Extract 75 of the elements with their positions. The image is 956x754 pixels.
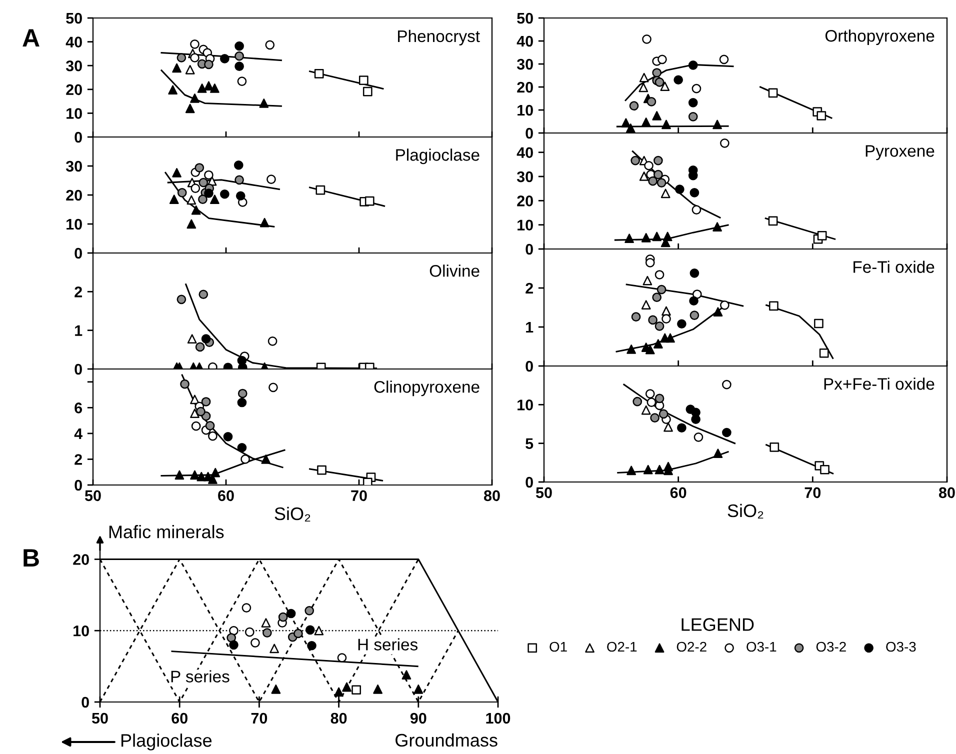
x-tick-label: 90 bbox=[410, 712, 426, 724]
x-tick-label: 70 bbox=[804, 487, 821, 498]
x-tick-label: 80 bbox=[330, 712, 347, 724]
x-tick-label: 60 bbox=[218, 490, 234, 502]
legend-label: O3-1 bbox=[746, 642, 776, 652]
y-tick-label: 20 bbox=[517, 196, 533, 206]
y-tick-label: 2 bbox=[74, 286, 82, 298]
y-tick-label: 10 bbox=[518, 104, 533, 116]
y-tick-label: 50 bbox=[66, 12, 82, 24]
y-tick-label: 0 bbox=[74, 480, 82, 491]
annotation: H series bbox=[358, 638, 418, 650]
text: A bbox=[22, 29, 40, 46]
y-tick-label: 0 bbox=[526, 476, 533, 488]
y-tick-label: 10 bbox=[66, 218, 82, 230]
y-tick-label: 0 bbox=[526, 360, 533, 372]
y-tick-label: 0 bbox=[526, 128, 533, 139]
y-tick-label: 30 bbox=[516, 171, 533, 182]
y-tick-label: 30 bbox=[66, 160, 82, 172]
y-tick-label: 2 bbox=[526, 282, 533, 294]
y-tick-label: 0 bbox=[82, 696, 89, 708]
y-tick-label: 40 bbox=[516, 36, 533, 47]
y-tick-label: 10 bbox=[518, 400, 533, 410]
y-tick-label: 6 bbox=[74, 402, 82, 414]
x-tick-label: 60 bbox=[172, 712, 188, 724]
y-tick-label: 20 bbox=[517, 82, 533, 93]
x-tick-label: 70 bbox=[351, 490, 367, 502]
x-tick-label: 50 bbox=[536, 487, 552, 498]
y-tick-label: 40 bbox=[516, 147, 533, 158]
text: Olivine bbox=[430, 264, 480, 277]
text: Px+Fe-Ti oxide bbox=[824, 378, 934, 390]
text: Plagioclase bbox=[396, 148, 480, 164]
y-tick-label: 30 bbox=[516, 58, 533, 70]
x-axis-title: Groundmass bbox=[396, 733, 498, 747]
y-tick-label: 0 bbox=[526, 244, 533, 255]
text: B bbox=[24, 549, 39, 566]
x-axis-title: SiO₂ bbox=[728, 504, 764, 519]
y-tick-label: 50 bbox=[517, 12, 533, 24]
y-tick-label: 1 bbox=[75, 325, 82, 336]
x-tick-label: 80 bbox=[938, 487, 955, 498]
y-tick-label: 20 bbox=[66, 190, 82, 201]
x-tick-label: 70 bbox=[251, 712, 268, 724]
legend-label: O1 bbox=[550, 642, 567, 652]
text: Clinopyroxene bbox=[374, 380, 480, 396]
y-tick-label: 30 bbox=[66, 60, 82, 72]
x-tick-label: 60 bbox=[670, 487, 686, 498]
y-tick-label: 0 bbox=[74, 132, 82, 143]
y-tick-label: 10 bbox=[518, 220, 533, 231]
legend-label: O2-1 bbox=[607, 642, 637, 652]
y-tick-label: 10 bbox=[66, 108, 82, 119]
x-tick-label: 100 bbox=[486, 712, 510, 724]
y-tick-label: 5 bbox=[526, 438, 534, 450]
legend-label: O3-3 bbox=[886, 642, 916, 652]
text: Plagioclase bbox=[121, 734, 212, 750]
y-axis-title: Mafic minerals bbox=[109, 525, 224, 538]
text: Orthopyroxene bbox=[825, 30, 934, 46]
y-tick-label: 20 bbox=[73, 554, 89, 565]
legend-label: O2-2 bbox=[676, 642, 706, 652]
legend-label: O3-2 bbox=[816, 642, 846, 652]
x-axis-title: SiO₂ bbox=[274, 506, 310, 522]
y-tick-label: 2 bbox=[74, 454, 82, 465]
x-tick-label: 50 bbox=[92, 712, 108, 724]
text: Fe-Ti oxide bbox=[854, 260, 934, 273]
y-tick-label: 0 bbox=[74, 364, 82, 375]
y-tick-label: 0 bbox=[74, 248, 82, 259]
annotation: P series bbox=[171, 670, 230, 682]
y-tick-label: 1 bbox=[526, 322, 534, 333]
y-tick-label: 4 bbox=[74, 428, 82, 439]
y-tick-label: 40 bbox=[66, 36, 82, 48]
text: Pyroxene bbox=[866, 145, 934, 160]
x-tick-label: 80 bbox=[484, 490, 500, 502]
y-tick-label: 10 bbox=[74, 626, 89, 636]
text: Phenocryst bbox=[398, 30, 480, 46]
legend-title: LEGEND bbox=[682, 618, 754, 631]
x-tick-label: 50 bbox=[84, 490, 101, 502]
y-tick-label: 20 bbox=[66, 84, 82, 96]
